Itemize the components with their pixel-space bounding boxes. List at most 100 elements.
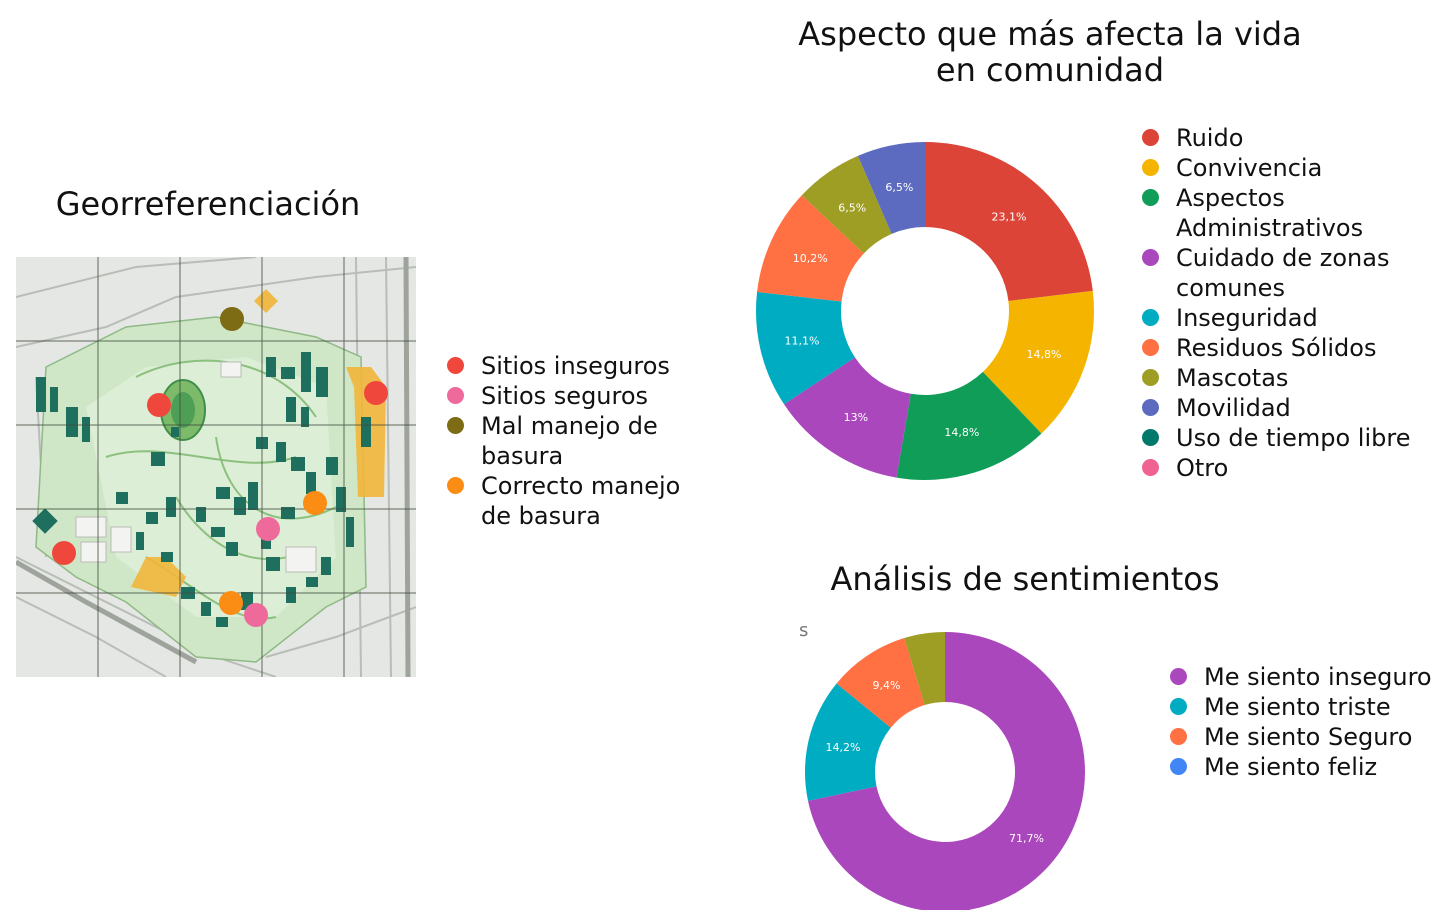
- legend-dot: [1142, 459, 1159, 476]
- legend-label: Uso de tiempo libre: [1176, 424, 1411, 452]
- legend-label: Inseguridad: [1176, 304, 1318, 332]
- legend-item: Correcto manejo de basura: [447, 471, 707, 531]
- legend-dot: [1142, 369, 1159, 386]
- donut-slice-label: 11,1%: [785, 335, 820, 348]
- sentiment-donut-chart: 71,7% 14,2% 9,4%: [805, 632, 1085, 910]
- legend-dot: [1142, 399, 1159, 416]
- legend-dot: [1170, 698, 1187, 715]
- sentiment-legend: Me siento inseguro Me siento triste Me sie…: [1170, 662, 1440, 782]
- marker-unsafe-site: [147, 393, 171, 417]
- donut-slice-label: 14,8%: [1027, 348, 1062, 361]
- legend-dot: [1170, 668, 1187, 685]
- georeference-legend: Sitios inseguros Sitios seguros Mal mane…: [447, 351, 707, 531]
- stadium-field: [171, 392, 195, 428]
- legend-label: Residuos Sólidos: [1176, 334, 1377, 362]
- legend-label: Me siento inseguro: [1204, 663, 1432, 691]
- streets-thick: [16, 257, 411, 677]
- legend-label: Movilidad: [1176, 394, 1291, 422]
- legend-label: Otro: [1176, 454, 1229, 482]
- legend-dot: [1170, 728, 1187, 745]
- marker-unsafe-site: [52, 541, 76, 565]
- legend-dot: [1142, 429, 1159, 446]
- legend-label: Correcto manejo de basura: [481, 472, 681, 530]
- donut-slice-label: 13%: [844, 411, 868, 424]
- donut-slice-6: [801, 155, 892, 254]
- legend-label: Sitios seguros: [481, 382, 649, 410]
- legend-label: Sitios inseguros: [481, 352, 670, 380]
- donut-slice-label: 14,8%: [944, 426, 979, 439]
- stray-mark: s: [799, 620, 809, 641]
- buildings: [32, 352, 371, 627]
- donut-slice-1: [805, 683, 891, 801]
- donut-slice-3: [784, 357, 911, 478]
- legend-item: Me siento feliz: [1170, 752, 1440, 782]
- legend-item: Ruido: [1142, 123, 1432, 153]
- marker-good-waste: [219, 591, 243, 615]
- legend-item: Mal manejo de basura: [447, 411, 707, 471]
- legend-label: Ruido: [1176, 124, 1244, 152]
- donut-slice-4: [756, 291, 855, 405]
- legend-item: Convivencia: [1142, 153, 1432, 183]
- donut-slice-2: [896, 371, 1042, 480]
- legend-label: Mal manejo de basura: [481, 412, 658, 470]
- legend-dot: [447, 417, 464, 434]
- marker-safe-site: [244, 603, 268, 627]
- map-markers: [52, 307, 388, 627]
- donut-slice-label: 71,7%: [1009, 832, 1044, 845]
- donut-slice-label: 9,4%: [873, 679, 901, 692]
- legend-item: Cuidado de zonas comunes: [1142, 243, 1432, 303]
- legend-dot: [1142, 249, 1159, 266]
- legend-label: Me siento feliz: [1204, 753, 1378, 781]
- legend-dot: [1142, 339, 1159, 356]
- legend-item: Movilidad: [1142, 393, 1432, 423]
- legend-dot: [447, 477, 464, 494]
- donut-slice-5: [757, 195, 864, 302]
- legend-label: Me siento Seguro: [1204, 723, 1413, 751]
- donut-slice-3: [904, 632, 945, 706]
- legend-label: Mascotas: [1176, 364, 1289, 392]
- georeference-title: Georreferenciación: [55, 185, 361, 223]
- legend-item: Me siento triste: [1170, 692, 1440, 722]
- donut-slice-label: 6,5%: [838, 202, 866, 215]
- marker-good-waste: [303, 491, 327, 515]
- legend-dot: [1142, 129, 1159, 146]
- donut-slice-7: [857, 142, 925, 234]
- donut-slice-label: 14,2%: [826, 741, 861, 754]
- legend-item: Otro: [1142, 453, 1432, 483]
- donut-slice-label: 6,5%: [885, 181, 913, 194]
- legend-item: Sitios inseguros: [447, 351, 707, 381]
- legend-item: Inseguridad: [1142, 303, 1432, 333]
- donut-slice-label: 23,1%: [991, 210, 1026, 223]
- legend-dot: [1142, 159, 1159, 176]
- campus-map: [16, 257, 416, 677]
- marker-unsafe-site: [364, 381, 388, 405]
- legend-item: Aspectos Administrativos: [1142, 183, 1432, 243]
- campus-inner-area: [86, 357, 336, 617]
- legend-dot: [447, 357, 464, 374]
- legend-item: Me siento inseguro: [1170, 662, 1440, 692]
- legend-item: Uso de tiempo libre: [1142, 423, 1432, 453]
- legend-label: Cuidado de zonas comunes: [1176, 244, 1390, 302]
- legend-item: Sitios seguros: [447, 381, 707, 411]
- marker-bad-waste: [220, 307, 244, 331]
- legend-label: Me siento triste: [1204, 693, 1391, 721]
- legend-dot: [1142, 189, 1159, 206]
- donut-slice-0: [925, 142, 1093, 301]
- legend-label: Convivencia: [1176, 154, 1323, 182]
- community-donut-chart: 23,1% 14,8% 14,8% 13% 11,1% 10,2% 6,5% 6,5%: [756, 142, 1094, 480]
- marker-safe-site: [256, 517, 280, 541]
- donut-slice-label: 10,2%: [793, 252, 828, 265]
- legend-dot: [1142, 309, 1159, 326]
- legend-item: Residuos Sólidos: [1142, 333, 1432, 363]
- donut-slice-1: [982, 290, 1094, 434]
- community-chart-title: Aspecto que más afecta la vida en comuni…: [798, 15, 1302, 89]
- donut-slice-0: [807, 632, 1085, 910]
- donut-slice-2: [836, 638, 925, 728]
- legend-label: Aspectos Administrativos: [1176, 184, 1364, 242]
- legend-item: Mascotas: [1142, 363, 1432, 393]
- legend-dot: [447, 387, 464, 404]
- legend-item: Me siento Seguro: [1170, 722, 1440, 752]
- legend-dot: [1170, 758, 1187, 775]
- community-legend: Ruido Convivencia Aspectos Administrativos…: [1142, 123, 1432, 483]
- sentiment-chart-title: Análisis de sentimientos: [830, 560, 1220, 598]
